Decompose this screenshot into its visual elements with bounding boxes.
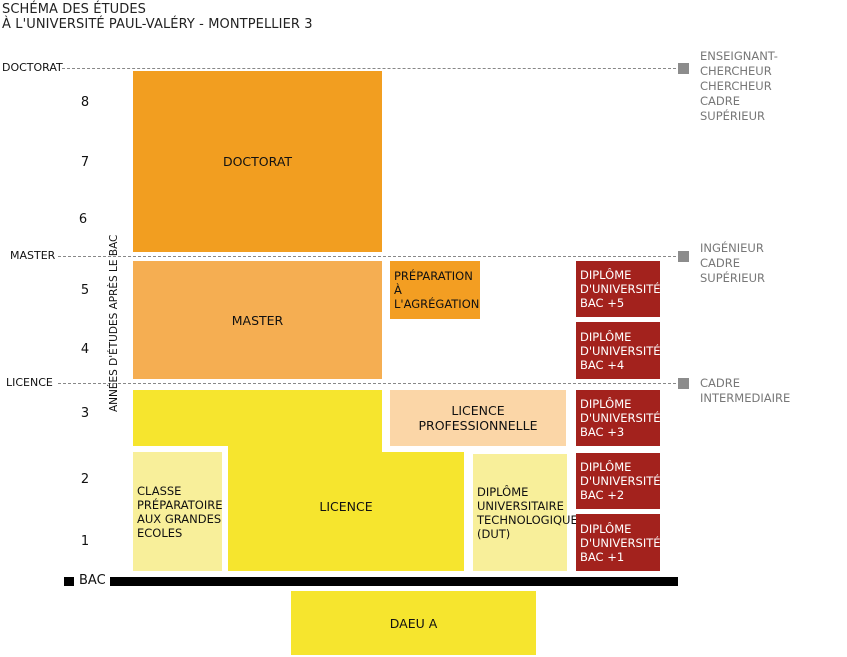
year-label: 3 [80, 406, 90, 421]
du-line: BAC +5 [580, 296, 625, 310]
du-line: DIPLÔME [580, 460, 632, 474]
block-daeu-label: DAEU A [389, 615, 438, 631]
du-line: DIPLÔME [580, 329, 632, 344]
axis-title: ANNÉES D'ÉTUDES APRÈS LE BAC [108, 234, 120, 412]
career-licence-line: CADRE [700, 376, 741, 390]
agregation-line: À L'AGRÉGATION [394, 283, 480, 311]
dut-line: TECHNOLOGIQUE [477, 512, 578, 527]
licence-pro-line: LICENCE [451, 403, 505, 418]
year-label: 4 [80, 342, 90, 357]
licence-level-line [58, 383, 676, 384]
block-master: MASTER [133, 261, 382, 379]
block-licence-mid [228, 446, 382, 452]
du-line: DIPLÔME [580, 397, 632, 411]
licence-marker-icon [678, 378, 689, 389]
master-marker-icon [678, 251, 689, 262]
year-label: 1 [80, 534, 90, 549]
career-master-line: CADRE [700, 256, 741, 270]
block-master-label: MASTER [231, 312, 284, 328]
du-line: BAC +4 [580, 357, 625, 372]
block-classe-prepa: CLASSE PRÉPARATOIRE AUX GRANDES ECOLES [133, 452, 222, 571]
block-licence-pro: LICENCE PROFESSIONNELLE [390, 390, 566, 446]
doctorat-marker-icon [678, 63, 689, 74]
du-line: DIPLÔME [580, 521, 632, 536]
year-label: 5 [80, 283, 90, 298]
title-line-1: SCHÉMA DES ÉTUDES [2, 2, 147, 17]
du-line: BAC +3 [580, 425, 625, 439]
level-label-doctorat: DOCTORAT [2, 61, 63, 74]
doctorat-level-line [62, 68, 676, 69]
du-line: D'UNIVERSITÉ [580, 282, 661, 296]
career-doctorat: ENSEIGNANT-CHERCHEUR CHERCHEUR CADRE SUP… [700, 49, 847, 124]
career-doctorat-line: ENSEIGNANT-CHERCHEUR [700, 49, 778, 78]
career-doctorat-line: CHERCHEUR [700, 79, 772, 93]
career-licence-line: INTERMEDIAIRE [700, 391, 791, 405]
year-label: 8 [80, 95, 90, 110]
block-licence-top [133, 390, 382, 446]
master-level-line [58, 256, 676, 257]
block-licence: LICENCE [228, 452, 464, 571]
career-master-line: SUPÉRIEUR [700, 271, 765, 285]
career-master: INGÉNIEUR CADRE SUPÉRIEUR [700, 241, 765, 286]
bac-label: BAC [79, 573, 106, 588]
du-line: D'UNIVERSITÉ [580, 535, 661, 550]
career-doctorat-line: CADRE [700, 94, 741, 108]
du-line: DIPLÔME [580, 268, 632, 282]
licence-pro-line: PROFESSIONNELLE [418, 418, 538, 433]
agregation-line: PRÉPARATION [394, 269, 473, 283]
block-daeu: DAEU A [291, 591, 536, 655]
block-du-bac5: DIPLÔME D'UNIVERSITÉ BAC +5 [576, 261, 661, 317]
career-master-line: INGÉNIEUR [700, 241, 764, 255]
du-line: D'UNIVERSITÉ [580, 474, 661, 488]
bac-marker-icon [64, 577, 74, 586]
du-line: BAC +2 [580, 488, 625, 502]
block-du-bac3: DIPLÔME D'UNIVERSITÉ BAC +3 [576, 390, 661, 446]
dut-line: DIPLÔME [477, 484, 529, 499]
block-du-bac4: DIPLÔME D'UNIVERSITÉ BAC +4 [576, 322, 661, 379]
block-du-bac1: DIPLÔME D'UNIVERSITÉ BAC +1 [576, 514, 661, 571]
dut-line: UNIVERSITAIRE [477, 498, 564, 513]
year-label: 2 [80, 472, 90, 487]
classe-prepa-line: PRÉPARATOIRE [137, 497, 223, 512]
classe-prepa-line: ECOLES [137, 525, 183, 540]
title-line-2: À L'UNIVERSITÉ PAUL-VALÉRY - MONTPELLIER… [2, 17, 313, 32]
bac-baseline [110, 577, 678, 586]
block-doctorat: DOCTORAT [133, 71, 382, 252]
dut-line: (DUT) [477, 526, 511, 541]
block-licence-label: LICENCE [319, 499, 373, 514]
classe-prepa-line: AUX GRANDES [137, 511, 222, 526]
block-doctorat-label: DOCTORAT [222, 154, 293, 169]
level-label-licence: LICENCE [6, 376, 53, 389]
career-doctorat-line: SUPÉRIEUR [700, 109, 765, 123]
classe-prepa-line: CLASSE [137, 483, 182, 498]
du-line: BAC +1 [580, 549, 625, 564]
level-label-master: MASTER [10, 249, 56, 262]
career-licence: CADRE INTERMEDIAIRE [700, 376, 790, 406]
block-dut: DIPLÔME UNIVERSITAIRE TECHNOLOGIQUE (DUT… [473, 454, 578, 571]
du-line: D'UNIVERSITÉ [580, 411, 661, 425]
du-line: D'UNIVERSITÉ [580, 343, 661, 358]
year-label: 7 [80, 155, 90, 170]
year-label: 6 [78, 212, 88, 227]
block-agregation: PRÉPARATION À L'AGRÉGATION [390, 261, 480, 319]
diagram-title: SCHÉMA DES ÉTUDES À L'UNIVERSITÉ PAUL-VA… [2, 2, 313, 32]
block-du-bac2: DIPLÔME D'UNIVERSITÉ BAC +2 [576, 453, 661, 509]
